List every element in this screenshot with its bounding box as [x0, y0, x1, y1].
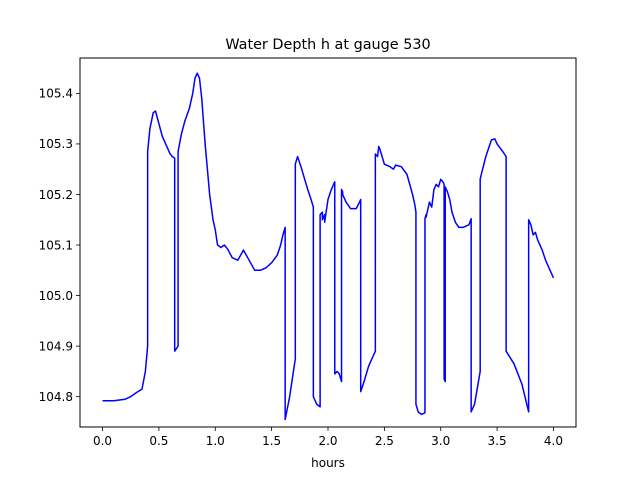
x-axis: 0.0 0.5 1.0 1.5 2.0 2.5 3.0 3.5 4.0 [93, 427, 563, 448]
x-tick-label: 4.0 [544, 434, 563, 448]
y-tick-label: 105.0 [39, 289, 73, 303]
x-tick-label: 3.5 [488, 434, 507, 448]
y-tick-label: 104.9 [39, 339, 73, 353]
y-axis: 104.8 104.9 105.0 105.1 105.2 105.3 105.4 [39, 87, 80, 404]
x-axis-label: hours [311, 456, 345, 470]
y-tick-label: 105.3 [39, 137, 73, 151]
x-tick-label: 0.0 [93, 434, 112, 448]
series-line [102, 72, 555, 421]
y-tick-label: 105.1 [39, 238, 73, 252]
y-tick-label: 105.4 [39, 87, 73, 101]
chart-title: Water Depth h at gauge 530 [225, 37, 430, 53]
x-tick-label: 1.0 [206, 434, 225, 448]
y-tick-label: 104.8 [39, 390, 73, 404]
x-tick-label: 2.5 [375, 434, 394, 448]
y-tick-label: 105.2 [39, 188, 73, 202]
x-tick-label: 3.0 [431, 434, 450, 448]
x-tick-label: 0.5 [149, 434, 168, 448]
x-tick-label: 1.5 [262, 434, 281, 448]
x-tick-label: 2.0 [318, 434, 337, 448]
